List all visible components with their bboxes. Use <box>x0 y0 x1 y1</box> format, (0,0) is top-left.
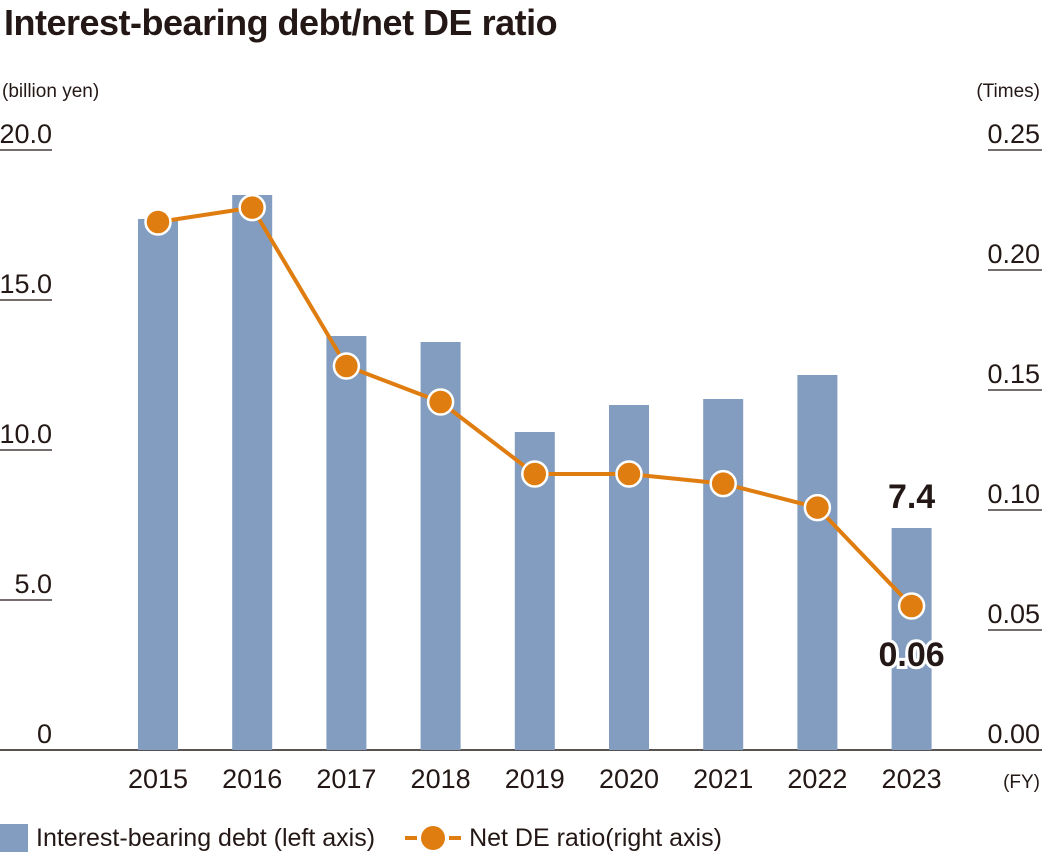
chart: (billion yen) (Times) 0 5.0 10.0 15.0 20.0 0.00… <box>0 81 1042 794</box>
right-tick-label: 0.00 <box>987 719 1040 749</box>
left-axis-unit: (billion yen) <box>2 81 99 102</box>
line-point-2016 <box>238 193 266 222</box>
bar-2016 <box>232 195 273 750</box>
labels-layer: 7.4 0.06 <box>876 478 948 677</box>
line-point-2021 <box>709 469 737 498</box>
line-point-2023 <box>897 592 926 620</box>
bars-layer <box>138 195 932 750</box>
x-tick-label: 2016 <box>222 764 282 794</box>
right-tick-label: 0.25 <box>987 119 1040 149</box>
legend-line-marker <box>405 824 462 852</box>
line-point-2018 <box>426 388 455 416</box>
bar-2020 <box>609 405 649 750</box>
x-tick-label: 2017 <box>316 764 376 794</box>
legend-line-label: Net DE ratio(right axis) <box>469 823 722 852</box>
line-point-2019 <box>521 460 549 488</box>
right-tick-label: 0.05 <box>987 599 1040 629</box>
line-point-2015 <box>144 208 172 236</box>
bar-data-label: 7.4 <box>888 478 935 516</box>
line-data-label: 0.06 <box>879 636 945 674</box>
right-tick-label: 0.20 <box>987 239 1040 269</box>
x-tick-label: 2023 <box>882 764 942 794</box>
left-tick-label: 20.0 <box>0 119 52 149</box>
legend-bar-swatch <box>0 824 28 852</box>
right-tick-label: 0.10 <box>987 479 1040 509</box>
x-axis-unit: (FY) <box>1003 772 1040 793</box>
legend: Interest-bearing debt (left axis) Net DE… <box>0 818 722 858</box>
x-tick-label: 2020 <box>599 764 659 794</box>
right-tick-label: 0.15 <box>987 359 1040 389</box>
bar-2022 <box>797 375 838 750</box>
bar-2015 <box>138 219 178 750</box>
x-tick-label: 2018 <box>411 764 471 794</box>
axes-layer: (billion yen) (Times) 0 5.0 10.0 15.0 20.0 0.00… <box>0 81 1042 794</box>
left-tick-label: 15.0 <box>0 269 52 299</box>
x-tick-label: 2015 <box>128 764 188 794</box>
left-tick-label: 10.0 <box>0 419 52 449</box>
line-point-2017 <box>332 352 361 380</box>
line-layer <box>144 193 926 620</box>
left-tick-label: 5.0 <box>14 569 52 599</box>
x-tick-label: 2019 <box>505 764 565 794</box>
bar-2023 <box>891 528 932 750</box>
line-point-2022 <box>803 493 832 522</box>
left-tick-label: 0 <box>37 719 52 749</box>
x-tick-label: 2022 <box>787 764 847 794</box>
x-tick-label: 2021 <box>693 764 753 794</box>
line-point-2020 <box>615 460 643 488</box>
right-axis-unit: (Times) <box>976 81 1040 102</box>
bar-2021 <box>703 399 744 750</box>
legend-bar-label: Interest-bearing debt (left axis) <box>36 823 376 852</box>
chart-title: Interest-bearing debt/net DE ratio <box>4 2 558 43</box>
bar-2017 <box>326 336 367 750</box>
